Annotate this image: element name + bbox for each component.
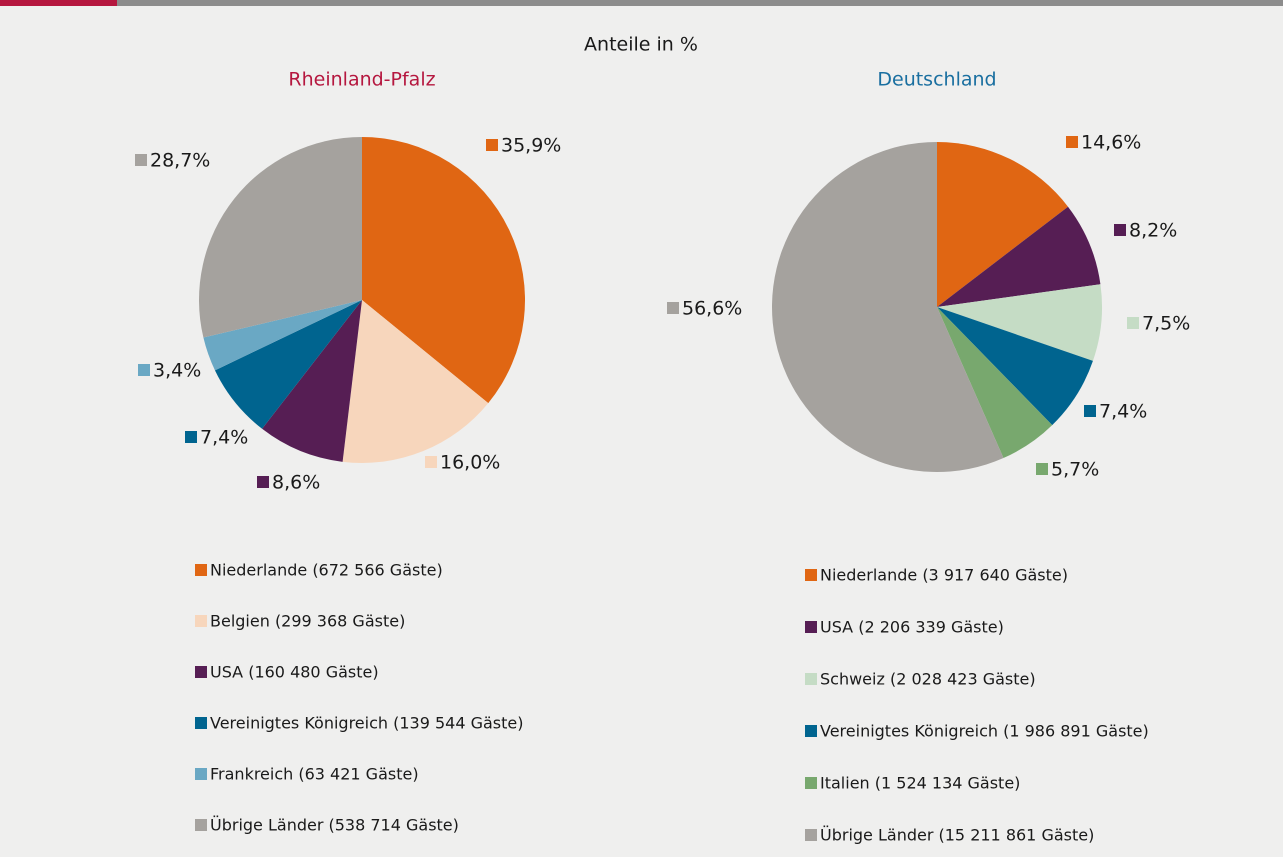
label-swatch (138, 364, 150, 376)
legend-swatch (805, 621, 817, 633)
pie-slice (937, 206, 1101, 307)
legend-swatch (195, 564, 207, 576)
label-swatch (486, 139, 498, 151)
legend-swatch (805, 569, 817, 581)
label-swatch (257, 476, 269, 488)
legend-label: Vereinigtes Königreich (1 986 891 Gäste) (820, 722, 1149, 741)
label-swatch (1114, 224, 1126, 236)
data-label: 7,4% (200, 427, 248, 449)
pie-slice (214, 300, 362, 429)
legend-label: Frankreich (63 421 Gäste) (210, 765, 419, 784)
legend-label: USA (2 206 339 Gäste) (820, 618, 1004, 637)
pie-slice (937, 284, 1102, 361)
legend-label: Übrige Länder (15 211 861 Gäste) (820, 826, 1094, 845)
data-label: 28,7% (150, 150, 210, 172)
pie-slice (203, 300, 362, 371)
label-swatch (1084, 405, 1096, 417)
label-swatch (1127, 317, 1139, 329)
pie-title: Deutschland (877, 69, 996, 91)
data-label: 8,2% (1129, 220, 1177, 242)
pie-slice (937, 142, 1069, 307)
data-label: 7,4% (1099, 401, 1147, 423)
data-label: 3,4% (153, 360, 201, 382)
pie-slice (937, 307, 1093, 426)
legend-label: Niederlande (3 917 640 Gäste) (820, 566, 1068, 585)
legend-swatch (805, 725, 817, 737)
top-bar (0, 0, 1283, 6)
legend-label: Übrige Länder (538 714 Gäste) (210, 816, 459, 835)
data-label: 5,7% (1051, 459, 1099, 481)
data-label: 16,0% (440, 452, 500, 474)
data-label: 56,6% (682, 298, 742, 320)
label-swatch (425, 456, 437, 468)
pie-slice (771, 142, 1004, 472)
data-label: 8,6% (272, 472, 320, 494)
label-swatch (135, 154, 147, 166)
pie-slice (262, 300, 362, 462)
data-label: 7,5% (1142, 313, 1190, 335)
data-label: 14,6% (1081, 132, 1141, 154)
legend-label: Vereinigtes Königreich (139 544 Gäste) (210, 714, 524, 733)
pie-slice (342, 300, 489, 464)
label-swatch (185, 431, 197, 443)
legend-label: Niederlande (672 566 Gäste) (210, 561, 443, 580)
legend-swatch (195, 717, 207, 729)
chart-title: Anteile in % (584, 34, 698, 56)
pie-title: Rheinland-Pfalz (288, 69, 435, 91)
legend-label: Schweiz (2 028 423 Gäste) (820, 670, 1036, 689)
legend-swatch (805, 673, 817, 685)
label-swatch (1066, 136, 1078, 148)
pie-slice (362, 137, 526, 404)
legend-swatch (195, 615, 207, 627)
legend-label: Belgien (299 368 Gäste) (210, 612, 405, 631)
legend-label: Italien (1 524 134 Gäste) (820, 774, 1020, 793)
label-swatch (667, 302, 679, 314)
pie-slice (937, 307, 1053, 459)
data-label: 35,9% (501, 135, 561, 157)
legend-swatch (195, 768, 207, 780)
legend-swatch (805, 829, 817, 841)
legend-label: USA (160 480 Gäste) (210, 663, 379, 682)
top-bar-accent (0, 0, 117, 6)
label-swatch (1036, 463, 1048, 475)
legend-swatch (805, 777, 817, 789)
legend-swatch (195, 666, 207, 678)
legend-swatch (195, 819, 207, 831)
pie-slice (199, 137, 362, 338)
